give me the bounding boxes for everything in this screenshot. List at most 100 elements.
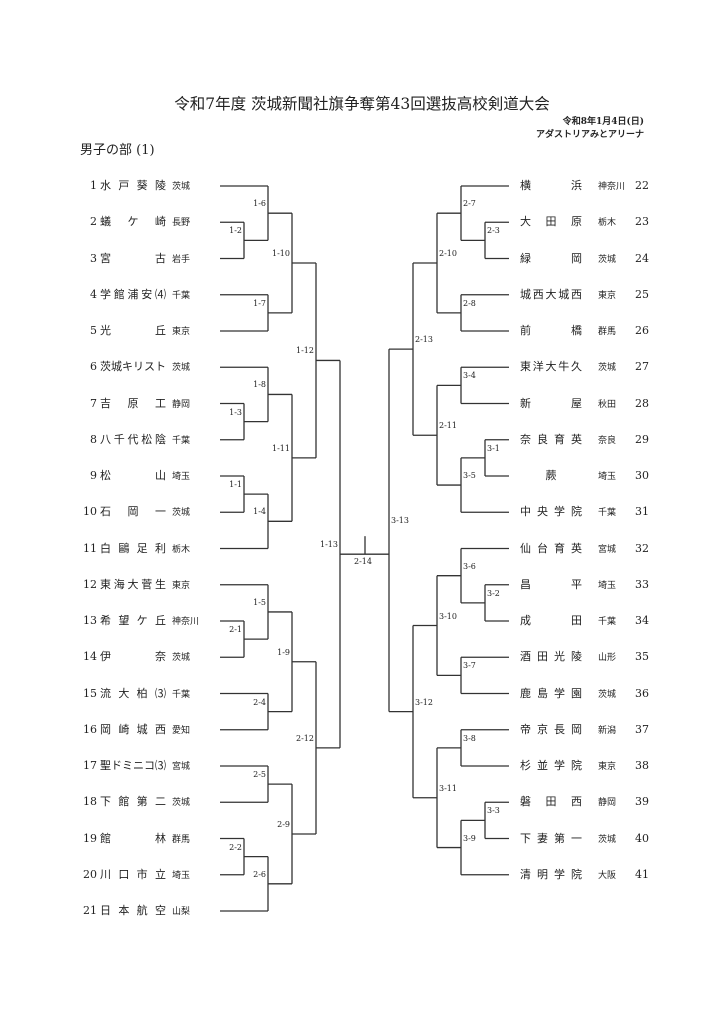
- team-prefecture: 千葉: [598, 508, 617, 519]
- team-name: 茨城キリスト: [100, 360, 166, 374]
- match-label: 3-13: [391, 516, 409, 526]
- team-prefecture: 茨城: [598, 363, 617, 374]
- team-number: 26: [635, 324, 649, 337]
- team-row-right: 横浜 神奈川 22: [0, 179, 724, 193]
- team-prefecture: 宮城: [172, 762, 191, 772]
- team-number: 12: [83, 577, 97, 591]
- match-label: 2-12: [296, 733, 314, 743]
- team-prefecture: 神奈川: [598, 182, 626, 192]
- team-number: 27: [635, 360, 649, 374]
- team-number: 11: [83, 541, 97, 555]
- match-label: 2-1: [229, 625, 242, 635]
- team-row-right: 仙台育英 宮城 32: [0, 542, 724, 556]
- team-prefecture: 千葉: [172, 689, 191, 700]
- team-row-left: 3 宮古 岩手: [0, 252, 220, 266]
- team-number: 5: [90, 324, 97, 337]
- team-name: 蟻ケ崎: [100, 215, 166, 229]
- team-number: 4: [90, 287, 97, 301]
- match-label: 1-11: [272, 443, 290, 453]
- team-number: 24: [635, 251, 649, 265]
- team-name: 緑岡: [520, 251, 582, 265]
- match-label: 3-8: [463, 733, 476, 743]
- team-row-right: 新屋 秋田 28: [0, 397, 724, 411]
- match-label: 1-4: [253, 507, 266, 517]
- team-prefecture: 茨城: [172, 653, 191, 664]
- team-prefecture: 東京: [598, 290, 617, 301]
- team-row-left: 9 松山 埼玉: [0, 469, 220, 483]
- team-number: 38: [635, 759, 649, 772]
- match-label: 2-6: [253, 869, 266, 879]
- team-row-right: 前橋 群馬 26: [0, 324, 724, 338]
- team-prefecture: 奈良: [598, 435, 617, 446]
- team-name: 吉原工: [100, 396, 166, 410]
- team-prefecture: 東京: [598, 762, 617, 772]
- match-label: 2-10: [439, 249, 457, 259]
- section-title: 男子の部 (1): [80, 143, 155, 158]
- page-title: 令和7年度 茨城新聞社旗争奪第43回選抜高校剣道大会: [174, 95, 550, 113]
- match-label: 2-11: [439, 421, 457, 431]
- match-label: 2-3: [487, 226, 500, 236]
- team-prefecture: 埼玉: [598, 472, 617, 482]
- match-label: 3-1: [487, 443, 500, 453]
- team-number: 37: [635, 722, 649, 736]
- team-name: 東海大菅生: [100, 577, 166, 591]
- team-row-right: 酒田光陵 山形 35: [0, 650, 724, 664]
- team-row-left: 12 東海大菅生 東京: [0, 578, 220, 592]
- team-prefecture: 新潟: [598, 725, 617, 736]
- team-name: 宮古: [100, 251, 166, 265]
- team-name: 希望ケ丘: [100, 614, 166, 627]
- team-row-right: 下妻第一 茨城 40: [0, 832, 724, 846]
- team-number: 39: [635, 795, 649, 809]
- event-venue: アダストリアみとアリーナ: [535, 130, 644, 140]
- team-row-right: 鹿島学園 茨城 36: [0, 687, 724, 701]
- team-name: 聖ドミニコ⑶: [100, 759, 166, 772]
- team-prefecture: 静岡: [172, 399, 191, 410]
- team-prefecture: 群馬: [172, 834, 191, 845]
- team-number: 35: [635, 650, 649, 664]
- team-name: 横浜: [520, 179, 582, 192]
- event-date: 令和8年1月4日(日): [562, 117, 644, 127]
- team-name: 中央学院: [520, 505, 582, 519]
- match-label: 1-10: [272, 249, 290, 259]
- team-prefecture: 茨城: [598, 254, 617, 265]
- team-number: 18: [83, 795, 97, 809]
- team-number: 13: [83, 614, 97, 627]
- team-row-left: 17 聖ドミニコ⑶ 宮城: [0, 759, 220, 773]
- team-number: 23: [635, 215, 649, 229]
- team-name: 白鷗足利: [100, 541, 166, 555]
- team-number: 31: [635, 505, 649, 519]
- team-number: 21: [83, 904, 97, 917]
- team-name: 清明学院: [520, 867, 582, 881]
- team-number: 3: [90, 251, 97, 265]
- match-label: 3-2: [487, 588, 500, 598]
- match-label: 1-8: [253, 380, 266, 390]
- team-prefecture: 宮城: [598, 544, 617, 555]
- team-prefecture: 千葉: [598, 617, 617, 627]
- team-prefecture: 大阪: [598, 870, 617, 881]
- team-number: 6: [90, 360, 97, 374]
- team-name: 日本航空: [100, 904, 166, 917]
- team-number: 8: [90, 432, 97, 446]
- team-prefecture: 茨城: [598, 834, 617, 845]
- team-row-right: 大田原 栃木 23: [0, 215, 724, 229]
- match-label: 3-5: [463, 471, 476, 481]
- team-name: 下妻第一: [520, 831, 582, 845]
- team-number: 17: [83, 759, 97, 772]
- team-row-left: 13 希望ケ丘 神奈川: [0, 614, 220, 628]
- team-number: 16: [83, 722, 97, 736]
- team-number: 36: [635, 686, 649, 700]
- team-name: 松山: [100, 469, 166, 482]
- team-name: 杉並学院: [520, 759, 582, 772]
- team-name: 八千代松陰: [100, 432, 166, 446]
- match-label: 2-4: [253, 697, 266, 707]
- team-number: 1: [90, 179, 97, 192]
- match-label: 1-13: [320, 540, 338, 550]
- team-prefecture: 群馬: [598, 327, 617, 337]
- team-name: 館林: [100, 831, 166, 845]
- team-row-left: 7 吉原工 静岡: [0, 397, 220, 411]
- match-label: 3-3: [487, 806, 500, 816]
- team-name: 鹿島学園: [520, 686, 582, 700]
- team-number: 22: [635, 179, 649, 192]
- team-row-right: 東洋大牛久 茨城 27: [0, 360, 724, 374]
- match-label: 2-2: [229, 842, 242, 852]
